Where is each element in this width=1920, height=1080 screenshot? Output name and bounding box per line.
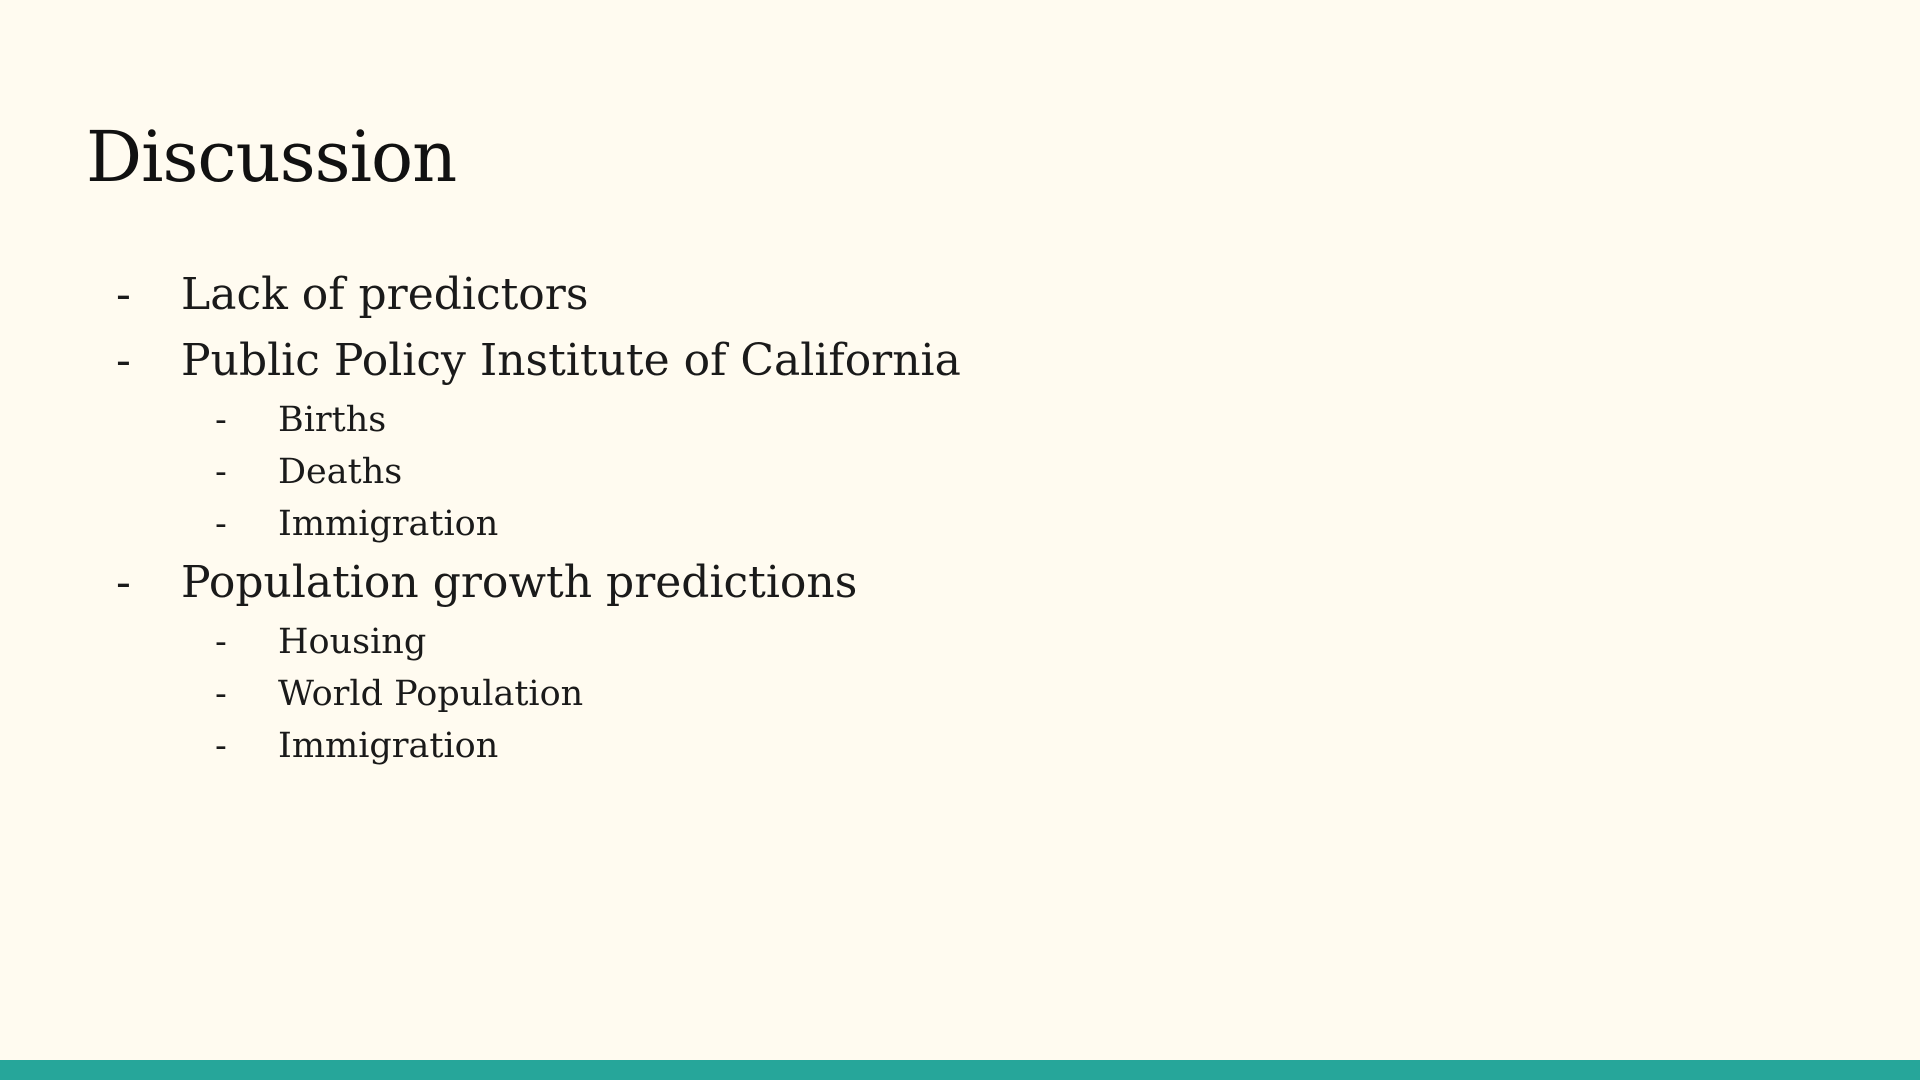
bullet-dash: - <box>215 674 227 714</box>
bullet-text: Immigration <box>278 726 499 766</box>
bullet-text: Population growth predictions <box>181 557 858 608</box>
bullet-text: Lack of predictors <box>181 269 589 320</box>
bullet-dash: - <box>215 400 227 440</box>
bullet-text: Deaths <box>278 452 403 492</box>
footer-accent-bar <box>0 1060 1920 1080</box>
bullet-text: Births <box>278 400 387 440</box>
bullet-dash: - <box>215 504 227 544</box>
bullet-text: Public Policy Institute of California <box>181 335 961 386</box>
slide-title: Discussion <box>86 116 457 198</box>
bullet-dash: - <box>215 452 227 492</box>
bullet-dash: - <box>116 269 131 320</box>
bullet-dash: - <box>215 726 227 766</box>
bullet-text: World Population <box>278 674 584 714</box>
bullet-dash: - <box>116 335 131 386</box>
bullet-dash: - <box>116 557 131 608</box>
bullet-dash: - <box>215 622 227 662</box>
bullet-text: Immigration <box>278 504 499 544</box>
bullet-text: Housing <box>278 622 427 662</box>
